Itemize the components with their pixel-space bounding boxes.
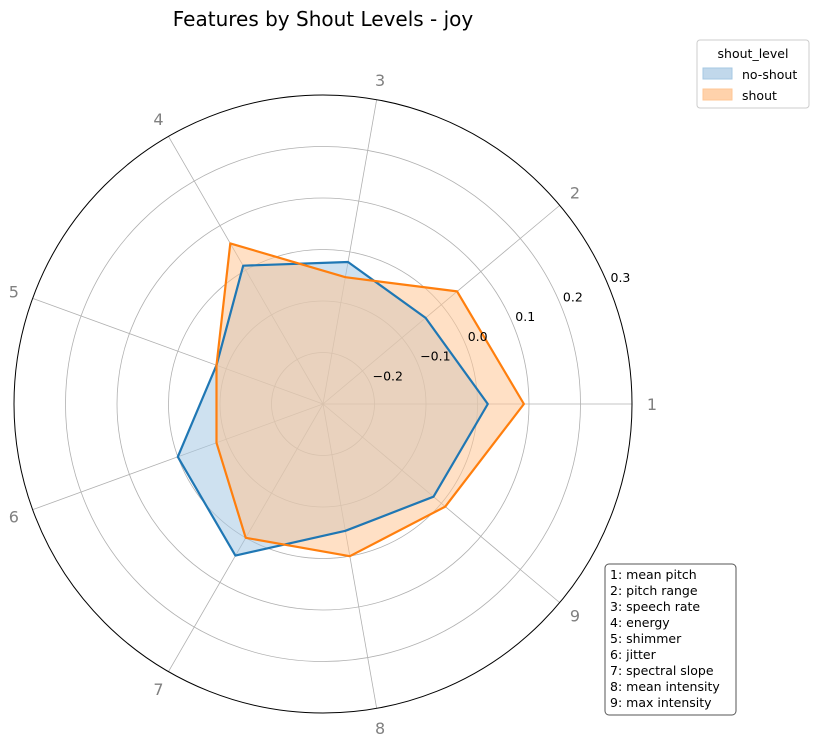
- feature-key-line: 6: jitter: [610, 647, 657, 662]
- radial-tick-label: −0.1: [420, 349, 450, 364]
- series-area-shout: [216, 243, 524, 557]
- legend: shout_level no-shout shout: [696, 39, 810, 109]
- legend-label-no-shout: no-shout: [742, 67, 797, 82]
- radial-tick-labels: −0.2 −0.1 0.0 0.1 0.2 0.3: [373, 270, 631, 384]
- outer-frame: [13, 94, 633, 714]
- axis-label: 5: [9, 283, 19, 302]
- series-line-shout: [215, 242, 526, 558]
- radial-tick-label: 0.2: [563, 290, 583, 305]
- radial-tick-label: −0.2: [373, 368, 403, 383]
- axis-label: 8: [375, 719, 385, 738]
- axis-label: 3: [375, 71, 385, 90]
- radial-tick-label: 0.3: [611, 270, 631, 285]
- axis-label: 6: [9, 508, 19, 527]
- legend-swatch-shout: [702, 88, 733, 101]
- radial-tick-label: 0.0: [468, 329, 488, 344]
- legend-title: shout_level: [718, 46, 789, 61]
- axis-label: 1: [647, 395, 657, 414]
- feature-key-frame: [604, 563, 737, 716]
- feature-key-line: 3: speech rate: [610, 599, 700, 614]
- feature-key-line: 9: max intensity: [610, 695, 712, 710]
- chart-title: Features by Shout Levels - joy: [173, 7, 474, 31]
- legend-label-shout: shout: [742, 88, 777, 103]
- feature-key-line: 5: shimmer: [610, 631, 682, 646]
- axis-label: 7: [153, 680, 163, 699]
- legend-swatch-no-shout: [702, 67, 733, 80]
- axis-label: 2: [570, 184, 580, 203]
- feature-key-line: 2: pitch range: [610, 583, 698, 598]
- feature-key-line: 7: spectral slope: [610, 663, 714, 678]
- axis-label: 9: [570, 607, 580, 626]
- axis-label: 4: [153, 110, 163, 129]
- feature-key-line: 1: mean pitch: [610, 567, 697, 582]
- feature-key-line: 8: mean intensity: [610, 679, 720, 694]
- series-line-no-shout: [176, 260, 489, 557]
- feature-key-line: 4: energy: [610, 615, 670, 630]
- radar-series: [176, 242, 526, 558]
- feature-key-box: 1: mean pitch 2: pitch range 3: speech r…: [604, 563, 737, 716]
- radial-tick-label: 0.1: [515, 309, 535, 324]
- angular-axis-labels: 1 2 3 4 5 6 7 8 9: [9, 71, 657, 738]
